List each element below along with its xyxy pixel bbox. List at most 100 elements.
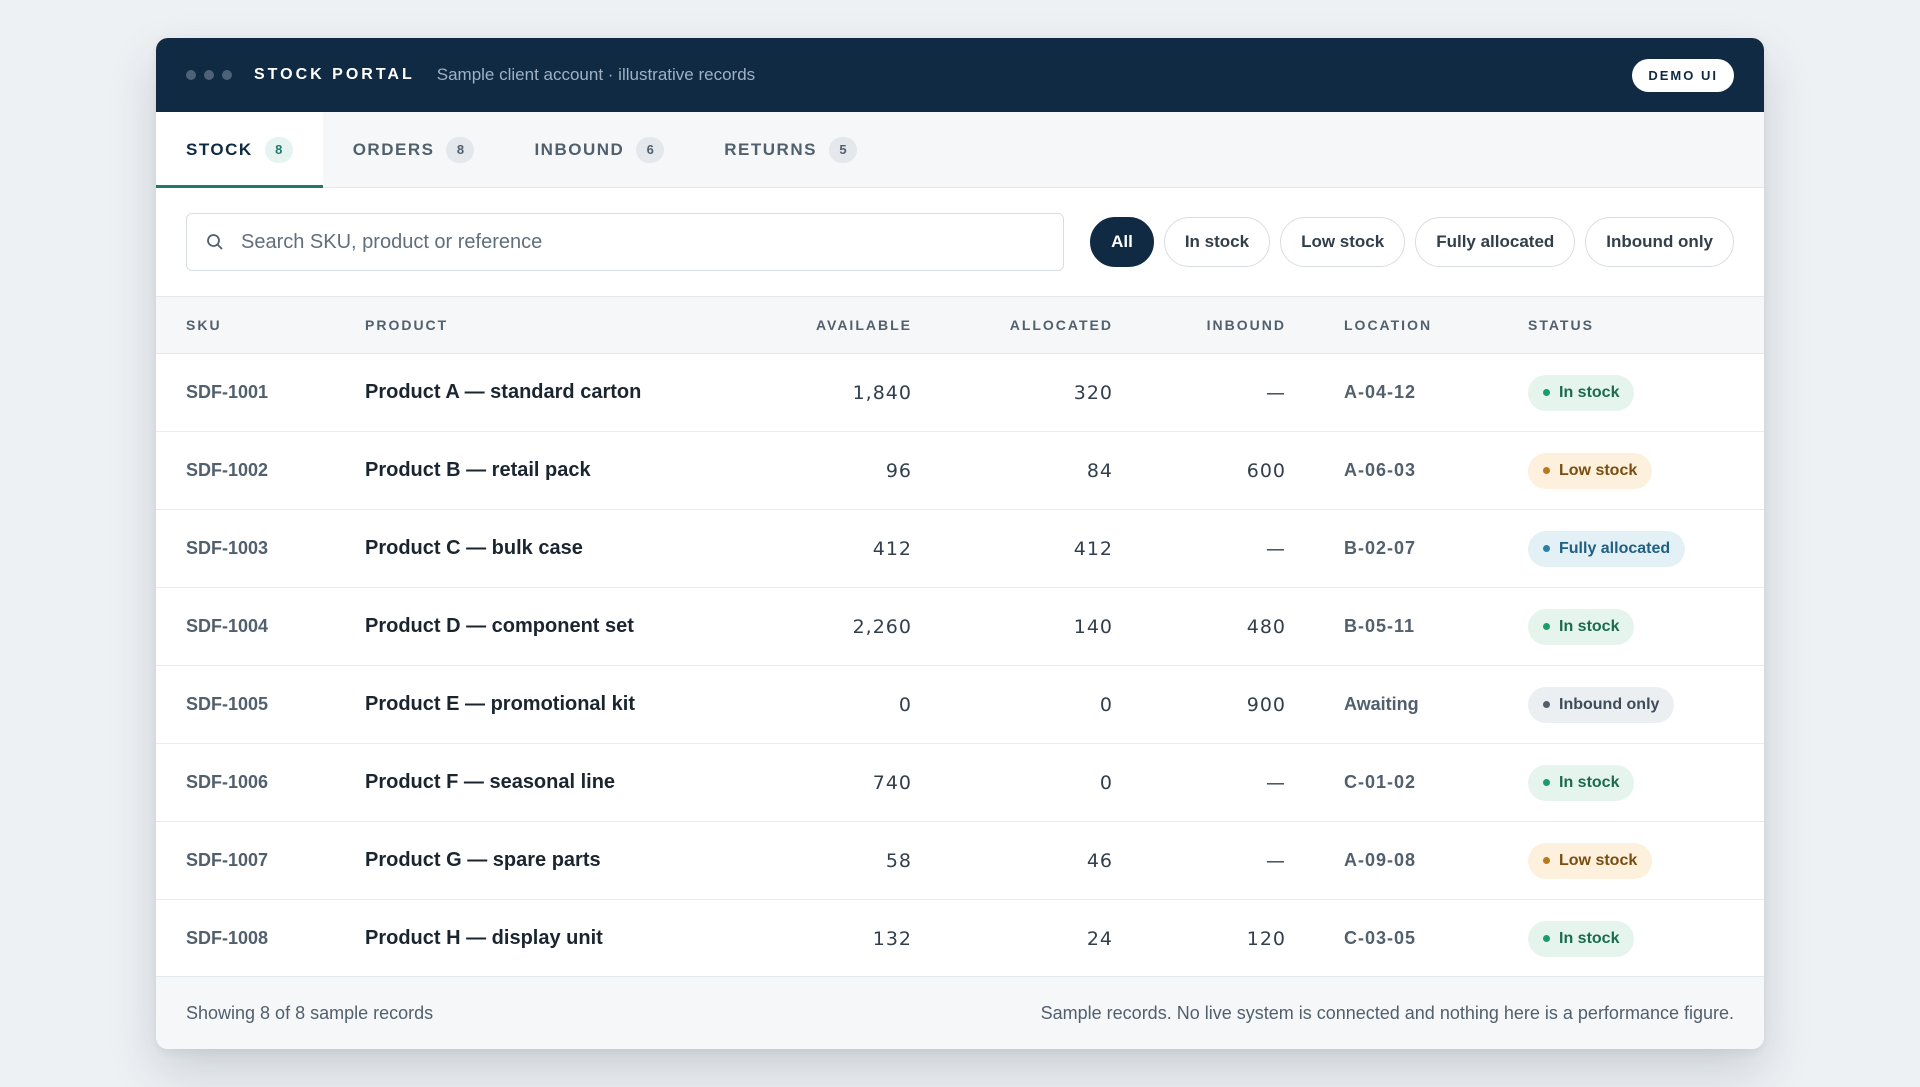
status-label: In stock — [1559, 383, 1620, 401]
allocated-cell: 0 — [1099, 771, 1113, 794]
window-dots — [186, 70, 232, 80]
status-badge: In stock — [1528, 764, 1635, 801]
product-cell: Product G — spare parts — [365, 849, 601, 871]
location-cell: A-04-12 — [1344, 382, 1417, 402]
tab-label: STOCK — [186, 139, 253, 159]
filter-chip-inbound-only[interactable]: Inbound only — [1585, 217, 1734, 267]
search-input[interactable] — [241, 230, 1046, 254]
record-count: Showing 8 of 8 sample records — [186, 1002, 434, 1023]
column-header-inbound[interactable]: INBOUND — [1206, 317, 1286, 333]
allocated-cell: 140 — [1073, 615, 1113, 638]
status-dot-icon — [1543, 467, 1550, 474]
table-row[interactable]: SDF-1001 Product A — standard carton 1,840… — [156, 354, 1764, 432]
available-cell: 740 — [872, 771, 912, 794]
status-label: Fully allocated — [1559, 539, 1671, 557]
filter-chip-fully-allocated[interactable]: Fully allocated — [1415, 217, 1576, 267]
column-header-product[interactable]: PRODUCT — [365, 317, 449, 333]
status-label: Inbound only — [1559, 695, 1660, 713]
location-cell: B-02-07 — [1344, 538, 1417, 558]
available-cell: 132 — [872, 927, 912, 950]
window-dot-icon — [186, 70, 196, 80]
table-row[interactable]: SDF-1008 Product H — display unit 132 24 120… — [156, 900, 1764, 978]
status-cell: In stock — [1528, 764, 1635, 801]
status-badge: Low stock — [1528, 842, 1653, 879]
location-cell: Awaiting — [1344, 694, 1419, 714]
status-badge: Low stock — [1528, 452, 1653, 489]
column-header-status[interactable]: STATUS — [1528, 317, 1594, 333]
product-cell: Product E — promotional kit — [365, 693, 636, 715]
search-icon — [207, 234, 223, 250]
sku-cell[interactable]: SDF-1004 — [186, 616, 269, 636]
tab-label: RETURNS — [724, 139, 817, 159]
status-cell: Low stock — [1528, 842, 1653, 879]
sku-cell[interactable]: SDF-1007 — [186, 850, 269, 870]
available-cell: 0 — [898, 693, 912, 716]
table-row[interactable]: SDF-1002 Product B — retail pack 96 84 600 A-… — [156, 432, 1764, 510]
allocated-cell: 24 — [1086, 927, 1113, 950]
location-cell: C-01-02 — [1344, 772, 1417, 792]
inbound-cell: 600 — [1246, 459, 1286, 482]
search-box[interactable] — [186, 213, 1065, 271]
allocated-cell: 320 — [1073, 381, 1113, 404]
app-subtitle: Sample client account · illustrative rec… — [436, 65, 756, 84]
status-badge: Inbound only — [1528, 686, 1675, 723]
demo-badge: DEMO UI — [1632, 58, 1734, 92]
product-cell: Product D — component set — [365, 615, 634, 637]
status-dot-icon — [1543, 623, 1550, 630]
window-dot-icon — [204, 70, 214, 80]
status-label: In stock — [1559, 773, 1620, 791]
filter-chip-all[interactable]: All — [1090, 217, 1154, 267]
column-header-available[interactable]: AVAILABLE — [815, 317, 912, 333]
location-cell: A-06-03 — [1344, 460, 1417, 480]
inbound-cell: — — [1266, 771, 1286, 794]
column-header-sku[interactable]: SKU — [186, 317, 222, 333]
column-header-location[interactable]: LOCATION — [1344, 317, 1433, 333]
location-cell: B-05-11 — [1344, 616, 1416, 636]
allocated-cell: 0 — [1099, 693, 1113, 716]
status-cell: Low stock — [1528, 452, 1653, 489]
inbound-cell: 120 — [1246, 927, 1286, 950]
product-cell: Product C — bulk case — [365, 537, 583, 559]
inbound-cell: 480 — [1246, 615, 1286, 638]
tab-stock[interactable]: STOCK 8 — [156, 112, 323, 188]
status-badge: Fully allocated — [1528, 530, 1686, 567]
inbound-cell: — — [1266, 849, 1286, 872]
sku-cell[interactable]: SDF-1001 — [186, 382, 269, 402]
filter-chip-low-stock[interactable]: Low stock — [1280, 217, 1406, 267]
product-cell: Product A — standard carton — [365, 381, 642, 403]
table-row[interactable]: SDF-1003 Product C — bulk case 412 412 — B-02… — [156, 510, 1764, 588]
status-label: In stock — [1559, 617, 1620, 635]
table-row[interactable]: SDF-1006 Product F — seasonal line 740 0 — C-… — [156, 744, 1764, 822]
location-cell: C-03-05 — [1344, 928, 1417, 948]
status-dot-icon — [1543, 545, 1550, 552]
sku-cell[interactable]: SDF-1002 — [186, 460, 269, 480]
tab-inbound[interactable]: INBOUND 6 — [504, 112, 694, 187]
status-badge: In stock — [1528, 920, 1635, 957]
sku-cell[interactable]: SDF-1008 — [186, 928, 269, 948]
sku-cell[interactable]: SDF-1006 — [186, 772, 269, 792]
tab-returns[interactable]: RETURNS 5 — [694, 112, 887, 187]
inbound-cell: 900 — [1246, 693, 1286, 716]
allocated-cell: 84 — [1086, 459, 1113, 482]
status-badge: In stock — [1528, 608, 1635, 645]
status-cell: Inbound only — [1528, 686, 1675, 723]
tab-count-badge: 5 — [828, 136, 857, 163]
tab-orders[interactable]: ORDERS 8 — [323, 112, 505, 187]
table-row[interactable]: SDF-1007 Product G — spare parts 58 46 — A-09… — [156, 822, 1764, 900]
allocated-cell: 412 — [1073, 537, 1113, 560]
column-header-allocated[interactable]: ALLOCATED — [1009, 317, 1113, 333]
tab-label: INBOUND — [534, 139, 625, 159]
status-dot-icon — [1543, 935, 1550, 942]
filter-chip-in-stock[interactable]: In stock — [1163, 217, 1271, 267]
status-dot-icon — [1543, 779, 1550, 786]
status-cell: In stock — [1528, 920, 1635, 957]
stock-portal-window: STOCK PORTAL Sample client account · ill… — [156, 38, 1764, 1049]
title-bar: STOCK PORTAL Sample client account · ill… — [156, 38, 1764, 112]
table-row[interactable]: SDF-1005 Product E — promotional kit 0 0 900… — [156, 666, 1764, 744]
tab-count-badge: 6 — [636, 136, 665, 163]
sku-cell[interactable]: SDF-1003 — [186, 538, 269, 558]
inbound-cell: — — [1266, 537, 1286, 560]
sku-cell[interactable]: SDF-1005 — [186, 694, 269, 714]
table-row[interactable]: SDF-1004 Product D — component set 2,260 14… — [156, 588, 1764, 666]
